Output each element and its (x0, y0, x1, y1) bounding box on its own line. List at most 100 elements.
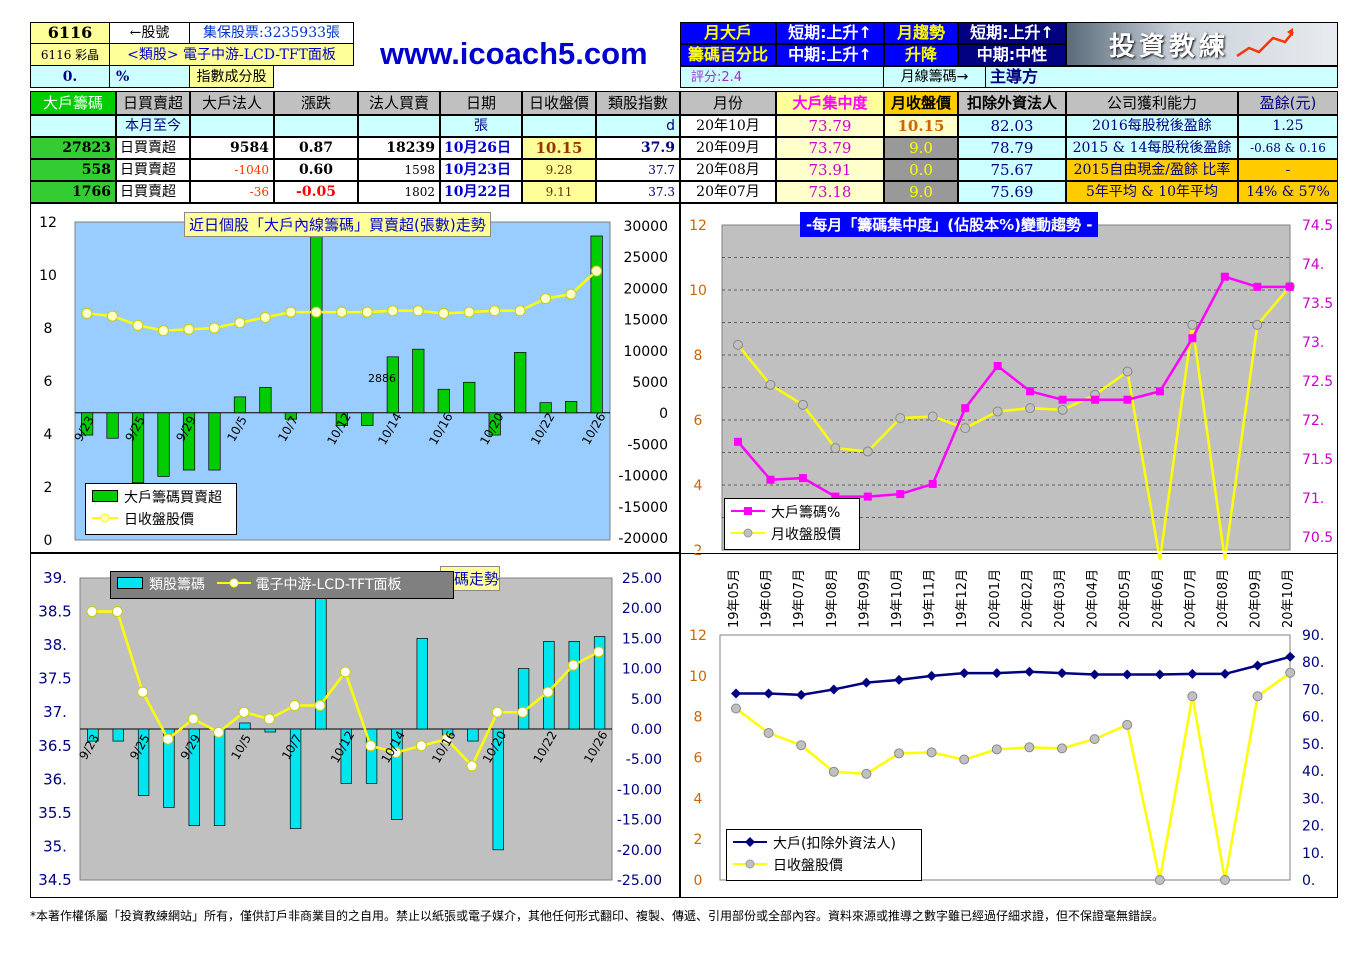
chart4-holder-point (1154, 669, 1165, 680)
chart1-bar (361, 412, 374, 426)
chart2-price-point (1057, 404, 1068, 415)
chart2-price-point (862, 446, 873, 457)
right-cell-v: 1.25 (1238, 115, 1338, 137)
left-sub-header (358, 115, 440, 137)
chart1-bar (182, 412, 196, 471)
right-cell-v: -0.68 & 0.16 (1238, 137, 1338, 159)
chart3-index-point (593, 646, 605, 658)
logo-text: 投資教練 (1108, 31, 1229, 62)
right-cell-m: 20年08月 (680, 159, 776, 181)
chart2-chip-point (863, 492, 872, 501)
chart3-left-tick: 36. (43, 770, 67, 788)
left-cell-f: 10月26日 (440, 137, 522, 159)
chart4-holder-point (763, 688, 774, 699)
chart1-right-tick: 20000 (623, 281, 668, 297)
chart2-chip-point (1058, 395, 1067, 404)
left-cell-g: 9.11 (522, 181, 596, 203)
legend-item: 日收盤股價 (92, 509, 230, 531)
chart2-right-tick: 70.5 (1302, 530, 1333, 546)
left-cell-a: 27823 (30, 137, 116, 159)
index-member: 指數成分股 (190, 66, 274, 88)
chart4-holder-line (736, 655, 1291, 697)
chart4-price-point (828, 766, 839, 777)
right-cell-x: 78.79 (958, 137, 1066, 159)
chart2-left-tick: 12 (689, 218, 707, 234)
chart1-price-point (590, 265, 602, 277)
right-col-header: 大戶集中度 (776, 91, 884, 115)
chart2-chip-point (1188, 334, 1197, 343)
chart1-right-tick: 15000 (623, 313, 668, 329)
chart3-index-point (289, 700, 301, 712)
website-link[interactable]: www.icoach5.com (380, 36, 648, 71)
chart3-right-tick: -25.00 (617, 873, 662, 889)
left-sub-header (190, 115, 274, 137)
month-trend: 月趨勢 (884, 22, 958, 44)
left-cell-g: 10.15 (522, 137, 596, 159)
pct-value: 0. (30, 66, 110, 88)
month-x-tick: 20年04月 (1086, 569, 1101, 628)
right-cell-p: 10.15 (884, 115, 958, 137)
chart1-bar (157, 412, 170, 477)
month-x-tick: 19年12月 (955, 569, 970, 628)
left-sub-header: 張 (440, 115, 522, 137)
chart1-right-tick: -20000 (618, 531, 668, 547)
chart1-bar (463, 381, 476, 414)
chart1-right-tick: 30000 (623, 219, 668, 235)
chart1-price-point (565, 288, 577, 300)
chart2-right-tick: 71. (1302, 491, 1324, 507)
chart1-price-point (361, 306, 373, 318)
chart1-price-point (387, 305, 399, 317)
chart4-left-tick: 12 (689, 628, 707, 644)
chart1-right-tick: 5000 (632, 375, 668, 391)
month-x-tick: 20年01月 (988, 569, 1003, 628)
chart1-bar (106, 412, 119, 439)
chart2-chip-point (798, 474, 807, 483)
chart4-holder-point (1187, 668, 1198, 679)
right-col-header: 扣除外資法人 (958, 91, 1066, 115)
right-col-header: 月收盤價 (884, 91, 958, 115)
chart3-bar (87, 728, 99, 742)
chart2-right-tick: 72.5 (1302, 374, 1333, 390)
chart3-index-point (517, 706, 529, 718)
chart1-right-tick: 0 (659, 406, 668, 422)
right-cell-k: 2015 & 14每股稅後盈餘 (1066, 137, 1238, 159)
chart3-index-point (314, 700, 326, 712)
legend-item: 大戶(扣除外資法人) (733, 833, 915, 855)
dominant-side: 主導方 (986, 66, 1338, 88)
right-col-header: 月份 (680, 91, 776, 115)
chart2-price-point (895, 413, 906, 424)
chart1-right-tick: 10000 (623, 344, 668, 360)
chart3-index-point (567, 659, 579, 671)
chart2-price-point (927, 411, 938, 422)
right-cell-x: 82.03 (958, 115, 1066, 137)
chart3-left-tick: 37. (43, 703, 67, 721)
chart1-bar (208, 412, 221, 471)
chart2-price-point (1025, 403, 1036, 414)
left-cell-a: 1766 (30, 181, 116, 203)
chart4-right-tick: 50. (1302, 737, 1324, 753)
left-col-header: 法人買賣 (358, 91, 440, 115)
right-cell-x: 75.67 (958, 159, 1066, 181)
chart1-left-tick: 6 (44, 374, 53, 390)
left-cell-a: 558 (30, 159, 116, 181)
chart2-price-point (733, 339, 743, 350)
chart3-index-point (441, 733, 453, 745)
chart3-bar (593, 636, 606, 730)
chart2-chip-point (961, 404, 970, 413)
chart4-right-tick: 60. (1302, 710, 1324, 726)
chart4-holder-point (959, 668, 970, 679)
chart1-left-tick: 4 (44, 427, 53, 443)
chart4-price-point (1252, 691, 1263, 702)
month-x-tick: 19年05月 (727, 569, 742, 628)
chart2-legend: 大戶籌碼% 月收盤股價 (724, 498, 860, 550)
chart2-right-tick: 73. (1302, 335, 1324, 351)
chart3-index-point (365, 740, 377, 752)
chart4-holder-point (1252, 660, 1263, 671)
chart1-bar (565, 401, 578, 414)
chart3-bar (213, 728, 226, 826)
trend-value: 升降 (884, 44, 958, 66)
left-cell-h: 37.3 (596, 181, 680, 203)
chart2-price-point (765, 379, 776, 390)
chart3-left-tick: 35. (43, 837, 67, 855)
